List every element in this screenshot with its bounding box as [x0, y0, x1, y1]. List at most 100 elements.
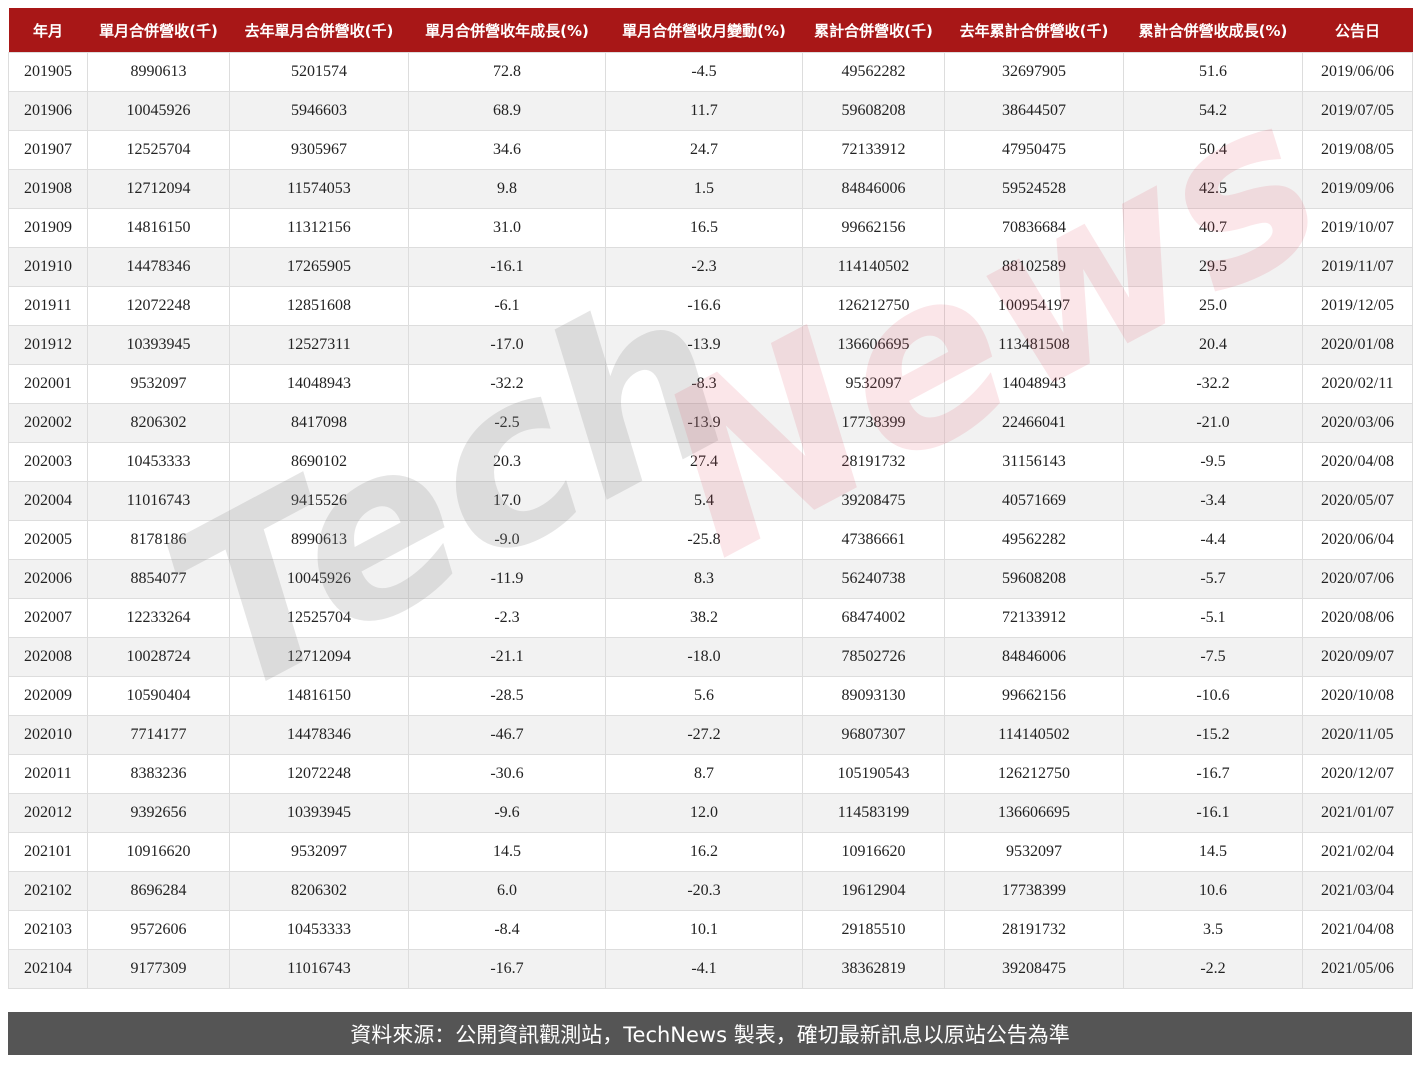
table-cell: -9.5	[1123, 442, 1303, 482]
table-row: 201911 12072248 12851608 -6.1 -16.6 126212750…	[8, 286, 1413, 326]
table-cell: 38362819	[802, 949, 945, 989]
table-cell: 2020/12/07	[1302, 754, 1413, 794]
table-row: 202004 11016743 9415526 17.0 5.4 39208475 4057…	[8, 481, 1413, 521]
table-row: 202007 12233264 12525704 -2.3 38.2 68474002 72…	[8, 598, 1413, 638]
table-cell: -21.0	[1123, 403, 1303, 443]
table-cell: -5.1	[1123, 598, 1303, 638]
table-cell: 10.6	[1123, 871, 1303, 911]
table-cell: -6.1	[408, 286, 606, 326]
table-cell: 202008	[8, 637, 88, 677]
table-cell: 16.5	[605, 208, 803, 248]
table-cell: 12851608	[229, 286, 409, 326]
table-cell: -16.7	[1123, 754, 1303, 794]
table-row: 202103 9572606 10453333 -8.4 10.1 29185510 281…	[8, 910, 1413, 950]
table-row: 202012 9392656 10393945 -9.6 12.0 114583199 13…	[8, 793, 1413, 833]
table-cell: 202009	[8, 676, 88, 716]
table-header-row: 年月 單月合併營收(千) 去年單月合併營收(千) 單月合併營收年成長(%) 單月合併營收…	[8, 8, 1413, 53]
table-cell: -4.4	[1123, 520, 1303, 560]
table-cell: 8690102	[229, 442, 409, 482]
table-cell: 202002	[8, 403, 88, 443]
table-cell: 72133912	[802, 130, 945, 170]
table-cell: 9532097	[802, 364, 945, 404]
table-cell: 202004	[8, 481, 88, 521]
table-cell: 59524528	[944, 169, 1124, 209]
table-cell: 68.9	[408, 91, 606, 131]
table-cell: -8.4	[408, 910, 606, 950]
table-cell: 14816150	[87, 208, 230, 248]
table-cell: 2019/07/05	[1302, 91, 1413, 131]
table-row: 202005 8178186 8990613 -9.0 -25.8 47386661 495…	[8, 520, 1413, 560]
table-cell: 14816150	[229, 676, 409, 716]
table-row: 202002 8206302 8417098 -2.5 -13.9 17738399 224…	[8, 403, 1413, 443]
table-cell: 88102589	[944, 247, 1124, 287]
table-cell: 8.7	[605, 754, 803, 794]
revenue-table: 年月 單月合併營收(千) 去年單月合併營收(千) 單月合併營收年成長(%) 單月合併營收…	[8, 8, 1413, 989]
table-cell: 9572606	[87, 910, 230, 950]
table-cell: 96807307	[802, 715, 945, 755]
table-cell: 17265905	[229, 247, 409, 287]
table-row: 201910 14478346 17265905 -16.1 -2.3 114140502…	[8, 247, 1413, 287]
source-footer: 資料來源：公開資訊觀測站，TechNews 製表，確切最新訊息以原站公告為準	[8, 1012, 1412, 1055]
table-cell: 9.8	[408, 169, 606, 209]
table-cell: 136606695	[802, 325, 945, 365]
table-row: 202001 9532097 14048943 -32.2 -8.3 9532097 140…	[8, 364, 1413, 404]
table-cell: 8696284	[87, 871, 230, 911]
table-cell: 2021/02/04	[1302, 832, 1413, 872]
table-cell: 12.0	[605, 793, 803, 833]
table-cell: 202104	[8, 949, 88, 989]
table-cell: 2020/06/04	[1302, 520, 1413, 560]
table-cell: 40571669	[944, 481, 1124, 521]
table-cell: 11016743	[87, 481, 230, 521]
table-row: 202006 8854077 10045926 -11.9 8.3 56240738 596…	[8, 559, 1413, 599]
table-cell: 28191732	[944, 910, 1124, 950]
table-cell: 2020/05/07	[1302, 481, 1413, 521]
table-cell: 9532097	[229, 832, 409, 872]
table-cell: -7.5	[1123, 637, 1303, 677]
table-cell: -4.1	[605, 949, 803, 989]
table-cell: 105190543	[802, 754, 945, 794]
table-cell: -8.3	[605, 364, 803, 404]
table-cell: 20.4	[1123, 325, 1303, 365]
table-cell: 10.1	[605, 910, 803, 950]
table-cell: 2019/10/07	[1302, 208, 1413, 248]
table-cell: 2020/08/06	[1302, 598, 1413, 638]
table-cell: -16.7	[408, 949, 606, 989]
table-cell: 5.4	[605, 481, 803, 521]
table-cell: 2020/03/06	[1302, 403, 1413, 443]
table-cell: -9.6	[408, 793, 606, 833]
table-cell: 17738399	[802, 403, 945, 443]
table-cell: 3.5	[1123, 910, 1303, 950]
table-cell: 38644507	[944, 91, 1124, 131]
table-cell: 39208475	[802, 481, 945, 521]
table-cell: 17.0	[408, 481, 606, 521]
table-cell: 114140502	[944, 715, 1124, 755]
table-cell: 16.2	[605, 832, 803, 872]
table-cell: 11.7	[605, 91, 803, 131]
table-cell: 10045926	[87, 91, 230, 131]
column-header: 年月	[8, 8, 88, 53]
table-cell: 202101	[8, 832, 88, 872]
table-cell: -28.5	[408, 676, 606, 716]
table-cell: 8854077	[87, 559, 230, 599]
table-cell: 8.3	[605, 559, 803, 599]
table-cell: 202012	[8, 793, 88, 833]
table-cell: 100954197	[944, 286, 1124, 326]
table-row: 201905 8990613 5201574 72.8 -4.5 49562282 3269…	[8, 52, 1413, 92]
table-cell: -4.5	[605, 52, 803, 92]
table-cell: 202001	[8, 364, 88, 404]
table-cell: 201911	[8, 286, 88, 326]
table-cell: 201906	[8, 91, 88, 131]
table-cell: 9392656	[87, 793, 230, 833]
table-cell: 17738399	[944, 871, 1124, 911]
table-cell: -46.7	[408, 715, 606, 755]
table-cell: 2020/09/07	[1302, 637, 1413, 677]
table-cell: 59608208	[802, 91, 945, 131]
table-cell: 29.5	[1123, 247, 1303, 287]
table-cell: 54.2	[1123, 91, 1303, 131]
table-cell: 2020/02/11	[1302, 364, 1413, 404]
table-cell: 32697905	[944, 52, 1124, 92]
table-cell: 8178186	[87, 520, 230, 560]
table-cell: 202010	[8, 715, 88, 755]
table-cell: 34.6	[408, 130, 606, 170]
table-cell: 9177309	[87, 949, 230, 989]
